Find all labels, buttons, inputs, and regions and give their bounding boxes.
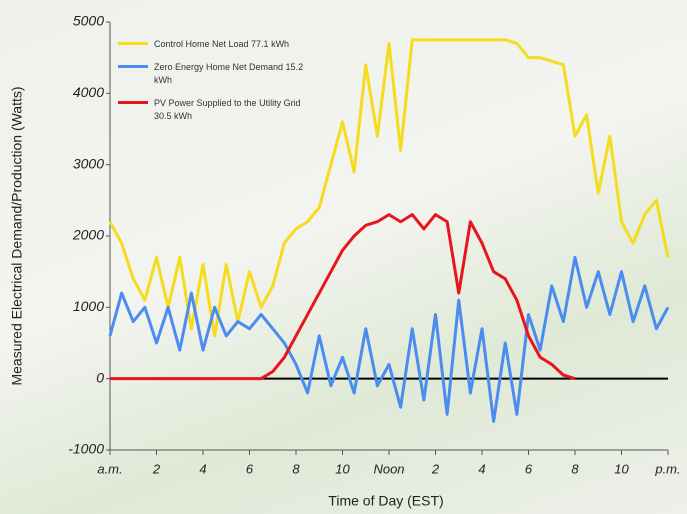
y-axis-label: Measured Electrical Demand/Production (W… (9, 86, 25, 385)
y-tick-label: 3000 (73, 155, 104, 171)
legend-item: Control Home Net Load 77.1 kWh (118, 38, 333, 51)
x-tick-label: Noon (373, 461, 404, 476)
legend: Control Home Net Load 77.1 kWh Zero Energ… (118, 38, 333, 133)
y-tick-label: -1000 (68, 441, 104, 457)
x-tick-label: 2 (431, 461, 440, 476)
series-line (110, 213, 576, 381)
x-tick-label: 6 (246, 461, 254, 476)
legend-label: PV Power Supplied to the Utility Grid 30… (154, 98, 301, 121)
y-tick-label: 4000 (73, 84, 104, 100)
x-tick-label: 10 (614, 461, 629, 476)
x-tick-label: 2 (152, 461, 161, 476)
x-tick-label: 4 (478, 461, 485, 476)
legend-swatch (118, 42, 148, 45)
x-tick-label: 10 (335, 461, 350, 476)
x-tick-label: p.m. (654, 461, 680, 476)
legend-item: PV Power Supplied to the Utility Grid 30… (118, 97, 333, 123)
x-tick-label: 4 (199, 461, 206, 476)
series-line (108, 255, 670, 423)
legend-label: Zero Energy Home Net Demand 15.2 kWh (154, 62, 304, 85)
y-tick-label: 1000 (73, 298, 104, 314)
legend-label: Control Home Net Load 77.1 kWh (154, 39, 290, 49)
legend-swatch (118, 101, 148, 104)
series-line (108, 38, 670, 338)
x-tick-label: 8 (292, 461, 300, 476)
x-tick-label: a.m. (97, 461, 122, 476)
x-tick-label: 6 (525, 461, 533, 476)
x-axis-label: Time of Day (EST) (328, 493, 443, 509)
x-tick-label: 8 (571, 461, 579, 476)
y-tick-label: 5000 (73, 13, 104, 29)
legend-swatch (118, 65, 148, 68)
y-tick-label: 0 (96, 369, 104, 385)
legend-item: Zero Energy Home Net Demand 15.2 kWh (118, 61, 333, 87)
y-tick-label: 2000 (72, 227, 104, 243)
